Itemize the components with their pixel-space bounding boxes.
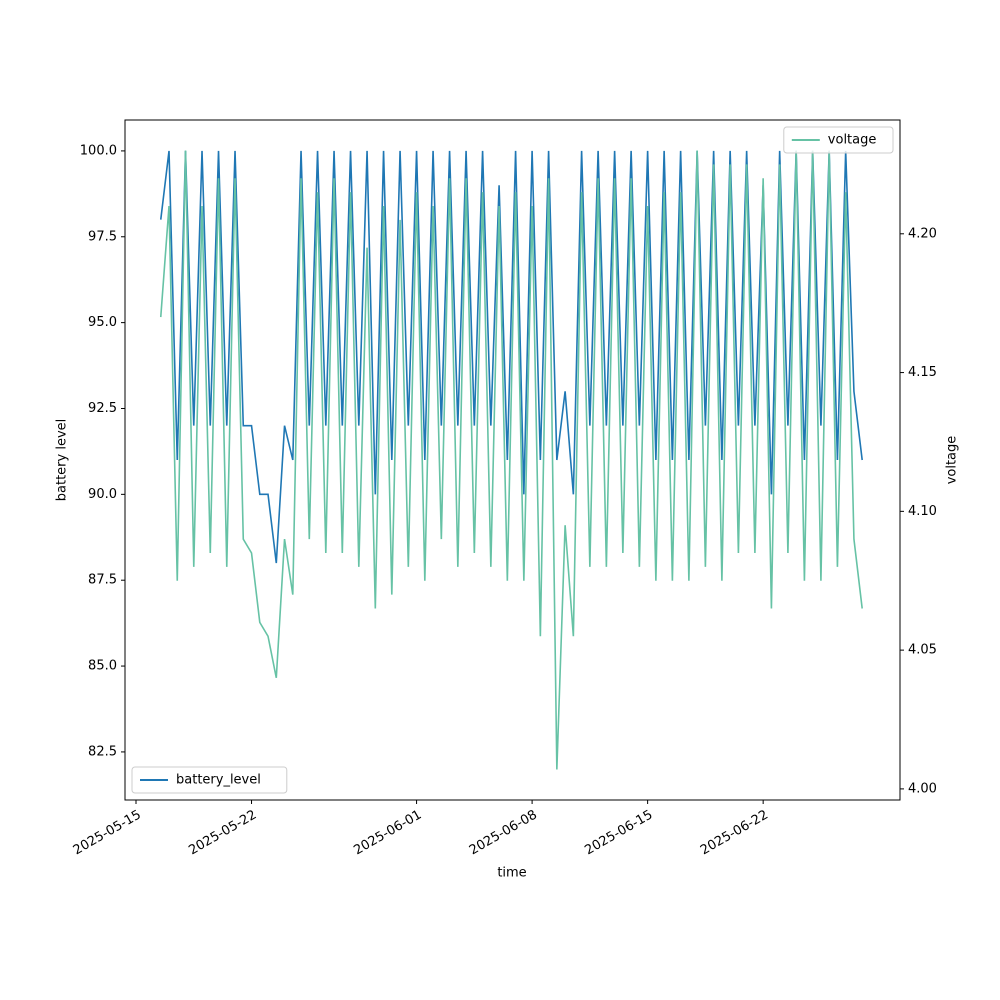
x-tick-label: 2025-06-15 xyxy=(582,808,655,859)
legend-label: battery_level xyxy=(176,773,261,788)
y-tick-label: 97.5 xyxy=(88,229,117,244)
y2-tick-label: 4.10 xyxy=(908,504,937,519)
x-tick-label: 2025-05-22 xyxy=(186,808,259,859)
x-tick-label: 2025-06-01 xyxy=(351,808,424,859)
legend-label: voltage xyxy=(828,133,877,148)
plot-frame xyxy=(124,119,901,801)
y2-tick-label: 4.15 xyxy=(908,365,937,380)
series-line xyxy=(159,150,863,770)
y2-tick-label: 4.05 xyxy=(908,643,937,658)
y-tick-label: 92.5 xyxy=(88,401,117,416)
y-axis-label: battery level xyxy=(55,419,70,502)
x-tick-label: 2025-06-22 xyxy=(698,808,771,859)
y-tick-label: 82.5 xyxy=(88,744,117,759)
x-axis-label: time xyxy=(497,866,526,881)
y-tick-label: 85.0 xyxy=(88,659,117,674)
y2-tick-label: 4.00 xyxy=(908,781,937,796)
y-tick-label: 95.0 xyxy=(88,315,117,330)
y2-axis-label: voltage xyxy=(945,436,960,485)
x-tick-label: 2025-05-15 xyxy=(71,808,144,859)
legend-box xyxy=(131,766,288,794)
x-tick-label: 2025-06-08 xyxy=(467,808,540,859)
y2-tick-label: 4.20 xyxy=(908,226,937,241)
y-tick-label: 90.0 xyxy=(88,487,117,502)
y-tick-label: 100.0 xyxy=(80,143,117,158)
y-tick-label: 87.5 xyxy=(88,573,117,588)
legend-box xyxy=(783,126,894,154)
